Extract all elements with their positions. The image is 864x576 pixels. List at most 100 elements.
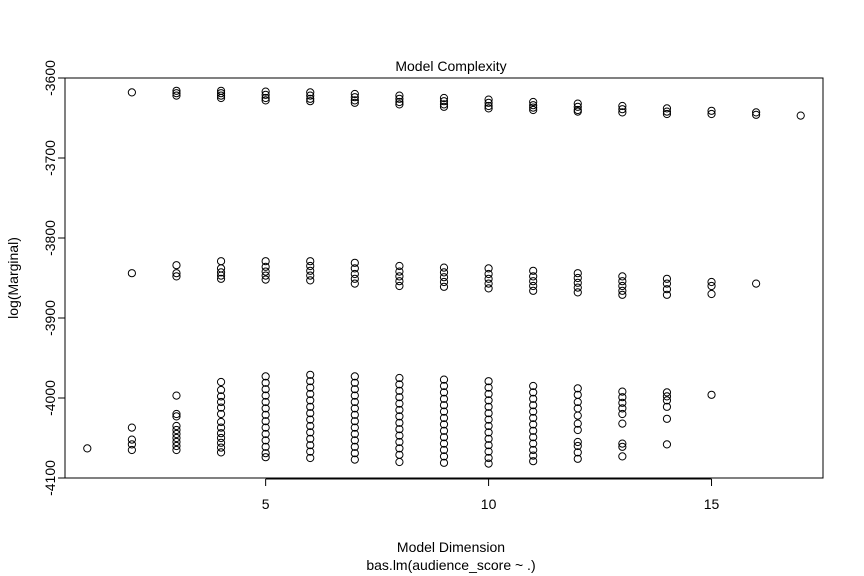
- data-point: [306, 441, 315, 450]
- x-axis: 5 10 15: [262, 478, 720, 512]
- data-point: [573, 99, 582, 108]
- data-point: [350, 397, 359, 407]
- data-point: [306, 271, 315, 280]
- data-point: [618, 290, 627, 299]
- data-point: [484, 95, 493, 104]
- data-point: [707, 289, 716, 299]
- data-point: [484, 383, 493, 392]
- data-point: [618, 281, 627, 291]
- data-point: [662, 402, 672, 411]
- data-point: [172, 425, 181, 435]
- data-point: [439, 268, 449, 277]
- data-point: [216, 397, 226, 407]
- data-point: [261, 262, 270, 271]
- data-point: [618, 272, 627, 281]
- data-point: [529, 451, 538, 460]
- x-tick-label: 15: [704, 496, 720, 512]
- data-point: [261, 93, 270, 103]
- data-point: [306, 266, 315, 275]
- data-point: [306, 447, 315, 456]
- data-point: [573, 397, 582, 407]
- data-point: [484, 101, 493, 111]
- data-point: [662, 279, 672, 288]
- data-point: [350, 274, 359, 283]
- data-point: [216, 257, 226, 266]
- data-point: [707, 109, 716, 119]
- data-point: [529, 101, 538, 110]
- data-point: [439, 413, 449, 423]
- data-point: [261, 410, 270, 419]
- data-point: [529, 413, 538, 423]
- data-point: [618, 398, 627, 407]
- data-point: [618, 393, 627, 402]
- data-point: [395, 380, 404, 389]
- data-point: [216, 423, 226, 432]
- data-point: [395, 418, 404, 427]
- data-point: [216, 429, 226, 438]
- data-point: [172, 86, 181, 95]
- data-point: [439, 426, 449, 435]
- data-point: [172, 445, 181, 455]
- data-point: [306, 276, 315, 285]
- data-points: [83, 86, 805, 468]
- data-point: [172, 391, 181, 400]
- data-point: [306, 91, 315, 100]
- data-point: [395, 393, 404, 402]
- x-tick-label: 10: [481, 496, 497, 512]
- data-point: [529, 281, 538, 291]
- data-point: [439, 277, 449, 287]
- data-point: [484, 409, 493, 418]
- data-point: [306, 370, 315, 379]
- data-point: [216, 409, 226, 419]
- data-point: [439, 420, 449, 429]
- data-point: [306, 257, 315, 266]
- data-point: [172, 272, 181, 281]
- data-point: [306, 402, 315, 411]
- data-point: [573, 278, 582, 287]
- data-point: [216, 271, 226, 280]
- data-point: [529, 457, 538, 466]
- data-point: [573, 419, 582, 428]
- data-point: [484, 104, 493, 113]
- data-point: [529, 286, 538, 295]
- data-point: [395, 100, 404, 109]
- data-point: [439, 102, 449, 111]
- data-point: [306, 94, 315, 103]
- data-point: [752, 108, 761, 117]
- data-point: [439, 433, 449, 442]
- data-point: [261, 397, 270, 407]
- data-point: [216, 377, 226, 387]
- data-point: [439, 263, 449, 272]
- data-point: [439, 93, 449, 103]
- data-point: [573, 102, 582, 111]
- data-point: [484, 453, 493, 463]
- data-point: [306, 415, 315, 424]
- data-point: [529, 105, 538, 115]
- data-point: [350, 429, 359, 439]
- y-tick-label: -3800: [42, 220, 58, 256]
- data-point: [350, 258, 359, 267]
- data-point: [439, 100, 449, 109]
- y-tick-label: -4100: [42, 460, 58, 496]
- data-point: [662, 109, 672, 119]
- data-point: [484, 441, 493, 450]
- data-point: [662, 396, 672, 405]
- data-point: [529, 426, 538, 435]
- data-point: [662, 440, 672, 449]
- data-point: [484, 434, 493, 443]
- data-point: [216, 93, 226, 103]
- data-point: [618, 439, 627, 448]
- data-point: [529, 433, 538, 442]
- data-point: [796, 111, 805, 120]
- data-point: [439, 394, 449, 403]
- data-point: [529, 381, 538, 391]
- data-point: [484, 402, 493, 411]
- data-point: [484, 98, 493, 107]
- data-point: [752, 279, 761, 288]
- data-point: [618, 452, 627, 461]
- data-point: [172, 409, 181, 419]
- data-point: [261, 404, 270, 413]
- data-point: [306, 434, 315, 443]
- data-point: [529, 401, 538, 410]
